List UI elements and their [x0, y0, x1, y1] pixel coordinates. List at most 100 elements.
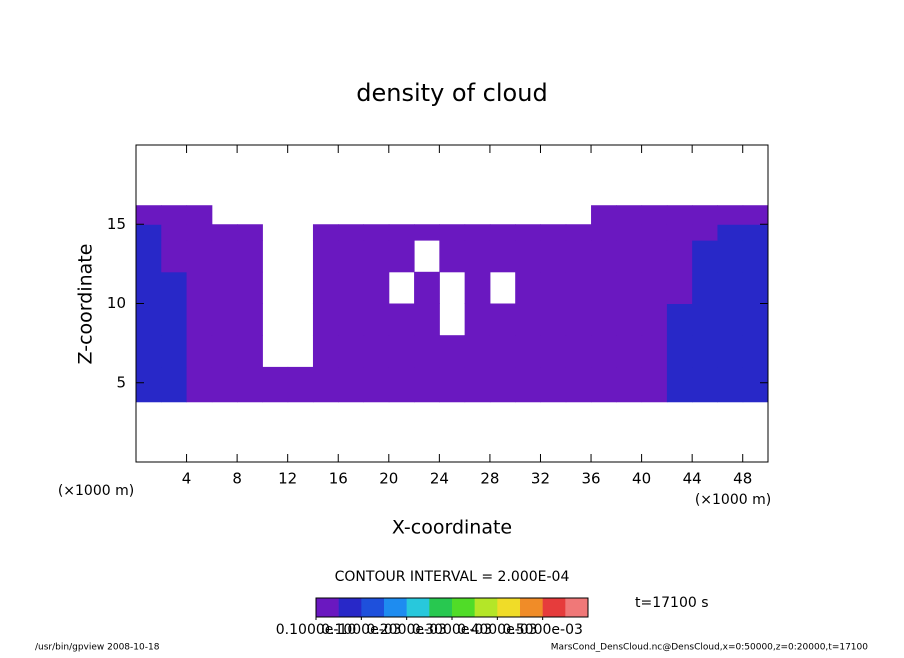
- cell: [312, 240, 339, 273]
- x-unit: (×1000 m): [695, 492, 771, 508]
- cell: [717, 240, 744, 273]
- cell: [616, 271, 643, 304]
- cell: [136, 240, 162, 273]
- cell: [237, 366, 263, 403]
- cell: [717, 224, 744, 241]
- footer-left: /usr/bin/gpview 2008-10-18: [35, 643, 160, 653]
- cell: [211, 240, 238, 273]
- cell: [388, 335, 415, 368]
- y-unit: (×1000 m): [58, 483, 134, 499]
- cell: [742, 303, 769, 336]
- cell: [565, 366, 592, 403]
- cell: [666, 303, 693, 336]
- colorbar-swatch: [384, 598, 407, 617]
- cell: [641, 366, 668, 403]
- cell: [540, 303, 567, 336]
- cell: [464, 224, 491, 241]
- colorbar-swatch: [474, 598, 498, 617]
- cell: [666, 205, 693, 225]
- cell: [692, 335, 718, 368]
- y-tick-label: 15: [107, 215, 126, 233]
- cell: [489, 224, 516, 241]
- cell: [742, 366, 769, 403]
- x-axis-label: X-coordinate: [392, 517, 512, 539]
- cell: [388, 366, 415, 403]
- cell: [363, 240, 390, 273]
- colorbar-tick-label: 0.1000e-10: [276, 622, 356, 638]
- cell: [136, 303, 162, 336]
- colorbar-tick-label: 0.4000e-03: [457, 622, 537, 638]
- cell: [211, 224, 238, 241]
- cell: [186, 303, 213, 336]
- cell: [616, 224, 643, 241]
- cell: [338, 303, 365, 336]
- cell: [161, 335, 188, 368]
- contour-interval: CONTOUR INTERVAL = 2.000E-04: [335, 569, 570, 585]
- cell: [717, 271, 744, 304]
- cell: [312, 366, 339, 403]
- footer-right: MarsCond_DensCloud.nc@DensCloud,x=0:5000…: [551, 643, 868, 653]
- cell: [540, 240, 567, 273]
- cell: [591, 303, 617, 336]
- cell: [692, 303, 718, 336]
- cell: [692, 224, 718, 241]
- x-tick-label: 40: [632, 470, 651, 488]
- cell: [464, 303, 491, 336]
- cell: [515, 335, 541, 368]
- cell: [211, 271, 238, 304]
- cell: [591, 366, 617, 403]
- x-tick-label: 20: [379, 470, 398, 488]
- cell: [565, 303, 592, 336]
- cell: [363, 271, 390, 304]
- colorbar-tick-label: 0.1000e-03: [321, 622, 401, 638]
- colorbar-swatch: [361, 598, 385, 617]
- cell: [464, 271, 491, 304]
- cell: [161, 303, 188, 336]
- cell: [161, 366, 188, 403]
- time-label: t=17100 s: [635, 595, 709, 611]
- cell: [136, 205, 162, 225]
- cell: [237, 240, 263, 273]
- cell: [616, 366, 643, 403]
- cell: [616, 335, 643, 368]
- cell: [388, 303, 415, 336]
- cell: [414, 224, 440, 241]
- cell: [742, 335, 769, 368]
- cell: [237, 271, 263, 304]
- cell: [515, 240, 541, 273]
- cell: [591, 240, 617, 273]
- cell: [363, 303, 390, 336]
- cell: [591, 224, 617, 241]
- cell: [439, 335, 466, 368]
- x-tick-label: 4: [182, 470, 192, 488]
- cell: [489, 366, 516, 403]
- x-tick-label: 8: [232, 470, 242, 488]
- cell: [489, 335, 516, 368]
- cell: [439, 224, 466, 241]
- cell: [136, 271, 162, 304]
- cell: [692, 271, 718, 304]
- cell: [161, 224, 188, 241]
- cell: [717, 205, 744, 225]
- cell: [186, 205, 213, 225]
- cell: [414, 271, 440, 304]
- cell: [211, 366, 238, 403]
- cell: [717, 335, 744, 368]
- cell: [237, 303, 263, 336]
- x-tick-label: 28: [480, 470, 499, 488]
- cell: [186, 240, 213, 273]
- cell: [211, 335, 238, 368]
- colorbar-swatch: [520, 598, 543, 617]
- cell: [641, 240, 668, 273]
- cell: [540, 366, 567, 403]
- cell: [591, 335, 617, 368]
- colorbar-swatch: [429, 598, 453, 617]
- colorbar-swatch: [316, 598, 339, 617]
- cell: [666, 366, 693, 403]
- cell: [692, 240, 718, 273]
- cell: [742, 205, 769, 225]
- cell: [136, 335, 162, 368]
- x-tick-label: 24: [430, 470, 449, 488]
- colorbar-swatch: [452, 598, 475, 617]
- cell: [515, 303, 541, 336]
